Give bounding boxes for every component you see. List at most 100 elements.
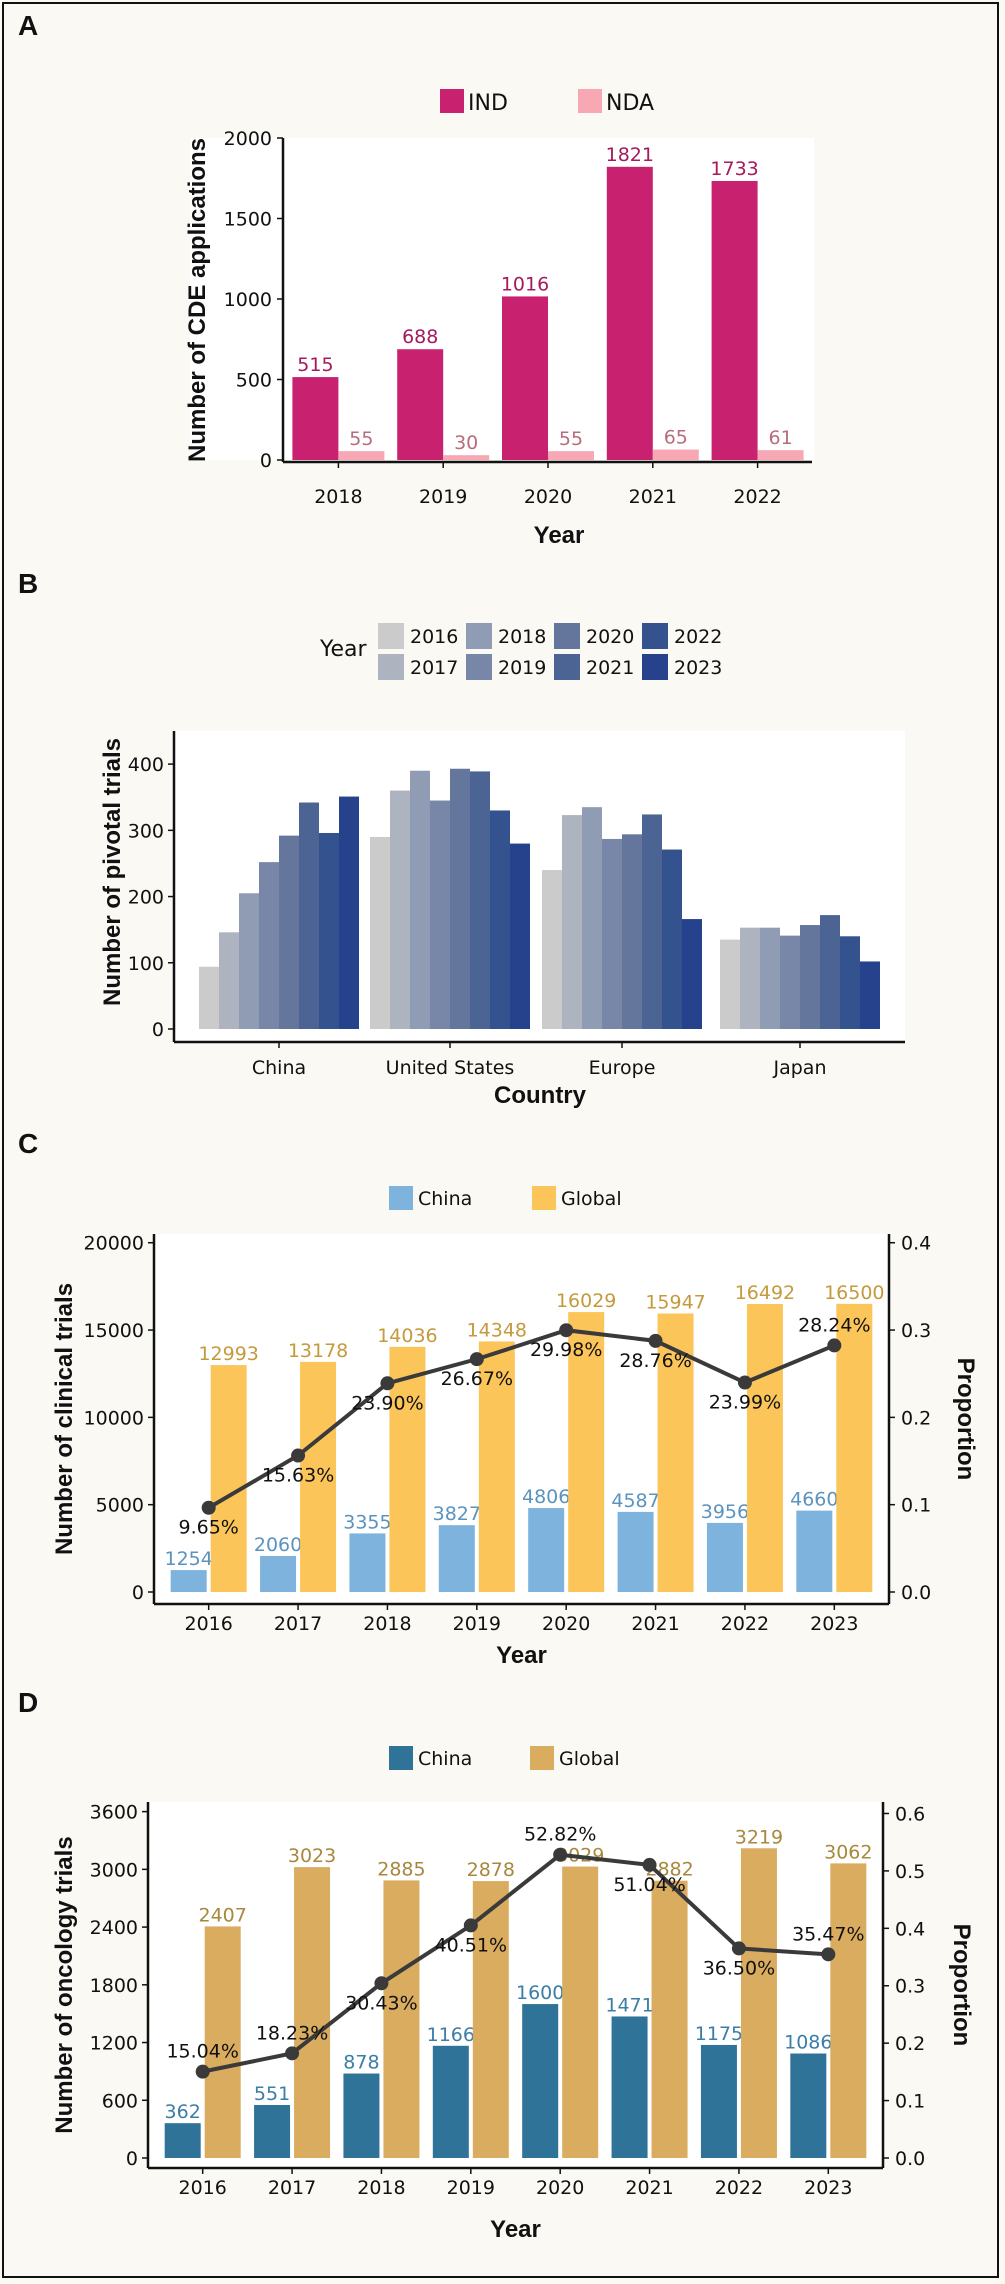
x-tick-label: 2020 — [542, 1613, 590, 1635]
data-label: 55 — [559, 428, 583, 450]
proportion-label: 23.90% — [351, 1392, 423, 1414]
bar — [796, 1510, 833, 1592]
legend-swatch — [554, 623, 580, 649]
x-axis-title: Country — [494, 1082, 587, 1109]
data-label: 30 — [454, 432, 478, 454]
legend-label: 2018 — [498, 626, 546, 648]
legend-swatch — [440, 89, 464, 113]
x-tick-label: 2020 — [524, 486, 572, 508]
y-tick-label: 2000 — [224, 128, 272, 150]
proportion-label: 26.67% — [441, 1368, 513, 1390]
y-tick-label: 1200 — [90, 2033, 138, 2055]
proportion-label: 29.98% — [530, 1339, 602, 1361]
proportion-label: 35.47% — [792, 1923, 864, 1945]
proportion-line — [202, 1852, 829, 2074]
bar — [740, 927, 760, 1029]
y2-tick-label: 0.5 — [895, 1861, 925, 1883]
bar — [651, 1880, 688, 2158]
bar — [542, 870, 562, 1029]
bar — [254, 2104, 291, 2158]
bar — [294, 1867, 331, 2158]
legend-label: Global — [561, 1188, 622, 1210]
legend-swatch — [578, 89, 602, 113]
x-tick-label: 2017 — [268, 2177, 316, 2199]
bar — [338, 451, 385, 460]
bar — [720, 939, 740, 1029]
legend-swatch — [389, 1186, 413, 1210]
y-tick-label: 2400 — [90, 1917, 138, 1939]
data-label: 688 — [402, 326, 438, 348]
legend-swatch — [642, 654, 668, 680]
legend-swatch — [642, 623, 668, 649]
y-tick-label: 0 — [152, 1019, 164, 1041]
bar — [582, 807, 602, 1029]
legend-label: 2023 — [674, 657, 722, 679]
bar — [522, 2004, 559, 2158]
x-tick-label: 2021 — [625, 2177, 673, 2199]
data-label: 3023 — [288, 1845, 336, 1867]
y-tick-label: 3600 — [90, 1802, 138, 1824]
legend-label: 2019 — [498, 657, 546, 679]
y-tick-label: 300 — [128, 820, 164, 842]
x-tick-label: Europe — [589, 1057, 656, 1079]
bar — [389, 1346, 426, 1592]
data-label: 3355 — [343, 1511, 391, 1533]
proportion-point — [291, 1448, 306, 1463]
data-label: 2882 — [645, 1859, 693, 1881]
data-label: 61 — [769, 427, 793, 449]
bar — [279, 835, 299, 1029]
bar — [260, 1556, 297, 1592]
proportion-point — [642, 1857, 657, 1872]
proportion-label: 28.76% — [619, 1350, 691, 1372]
bar — [349, 1533, 386, 1592]
bar — [836, 1303, 873, 1592]
y-tick-label: 1800 — [90, 1975, 138, 1997]
legend-label: 2017 — [410, 657, 458, 679]
data-label: 15947 — [645, 1292, 705, 1314]
panel-letter: A — [18, 10, 38, 41]
proportion-label: 52.82% — [524, 1824, 596, 1846]
bar — [472, 1881, 509, 2158]
data-label: 1471 — [605, 1994, 653, 2016]
legend-label: China — [418, 1188, 472, 1210]
x-tick-label: United States — [386, 1057, 515, 1079]
legend-label: Global — [559, 1748, 620, 1770]
y2-tick-label: 0.0 — [895, 2148, 925, 2170]
bar — [339, 796, 359, 1029]
proportion-point — [285, 2046, 300, 2061]
y2-tick-label: 0.1 — [895, 2091, 925, 2113]
bar — [219, 932, 239, 1029]
data-label: 4806 — [522, 1486, 570, 1508]
proportion-label: 15.63% — [262, 1465, 334, 1487]
bar — [562, 1866, 599, 2158]
proportion-label: 30.43% — [345, 1992, 417, 2014]
y-tick-label: 3000 — [90, 1859, 138, 1881]
x-tick-label: Japan — [773, 1057, 827, 1079]
legend-label: 2021 — [586, 657, 634, 679]
proportion-point — [827, 1338, 842, 1353]
bar — [662, 849, 682, 1029]
y-tick-label: 500 — [236, 370, 272, 392]
proportion-point — [380, 1376, 395, 1391]
x-tick-label: 2021 — [631, 1613, 679, 1635]
bar — [790, 2053, 827, 2158]
y-tick-label: 0 — [126, 2148, 138, 2170]
proportion-label: 15.04% — [166, 2041, 238, 2063]
bar — [210, 1365, 247, 1592]
x-axis-title: Year — [534, 522, 585, 549]
proportion-point — [201, 1500, 216, 1515]
bar — [611, 2016, 648, 2158]
bar — [292, 377, 339, 460]
bar — [410, 770, 430, 1029]
bar — [259, 862, 279, 1029]
x-tick-label: 2016 — [179, 2177, 227, 2199]
bar — [622, 834, 642, 1029]
legend-label: China — [418, 1748, 472, 1770]
proportion-point — [648, 1333, 663, 1348]
data-label: 16029 — [556, 1290, 616, 1312]
bar — [800, 925, 820, 1029]
legend-swatch — [466, 654, 492, 680]
y-tick-label: 15000 — [84, 1320, 144, 1342]
legend-swatch — [378, 623, 404, 649]
